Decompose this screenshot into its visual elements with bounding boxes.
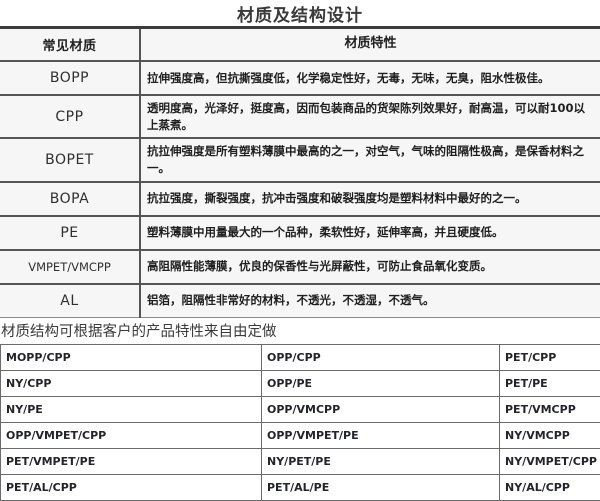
table-row: BOPA 抗拉强度，撕裂强度，抗冲击强度和破裂强度均是塑料材料中最好的之一。 <box>0 182 600 216</box>
grid-row: NY/PE OPP/VMCPP PET/VMCPP <box>1 396 600 422</box>
structure-combination-grid: MOPP/CPP OPP/CPP PET/CPP NY/CPP OPP/PE P… <box>0 344 600 501</box>
material-name: CPP <box>0 95 140 138</box>
column-header-property: 材质特性 <box>140 28 600 62</box>
structure-cell: PET/AL/PE <box>262 474 500 500</box>
structure-cell: PET/VMCPP <box>500 396 600 422</box>
structure-cell: NY/AL/CPP <box>500 474 600 500</box>
material-property: 抗拉伸强度是所有塑料薄膜中最高的之一，对空气，气味的阻隔性极高，是保香材料之一。 <box>140 138 600 181</box>
grid-row: NY/CPP OPP/PE PET/PE <box>1 370 600 396</box>
structure-cell: PET/PE <box>500 370 600 396</box>
material-property: 高阻隔性能薄膜，优良的保香性与光屏蔽性，可防止食品氧化变质。 <box>140 250 600 284</box>
table-header-row: 常见材质 材质特性 <box>0 28 600 62</box>
table-row: PE 塑料薄膜中用量最大的一个品种，柔软性好，延伸率高，并且硬度低。 <box>0 216 600 250</box>
material-property: 抗拉强度，撕裂强度，抗冲击强度和破裂强度均是塑料材料中最好的之一。 <box>140 182 600 216</box>
structure-cell: NY/CPP <box>1 370 262 396</box>
table-row: CPP 透明度高，光泽好，挺度高，因而包装商品的货架陈列效果好，耐高温，可以耐1… <box>0 95 600 138</box>
structure-cell: OPP/VMCPP <box>262 396 500 422</box>
structure-cell: OPP/VMPET/PE <box>262 422 500 448</box>
grid-row: PET/VMPET/PE NY/PET/PE NY/VMPET/CPP <box>1 448 600 474</box>
structure-cell: NY/VMCPP <box>500 422 600 448</box>
table-row: BOPP 拉伸强度高，但抗撕强度低，化学稳定性好，无毒，无味，无臭，阻水性极佳。 <box>0 61 600 95</box>
material-property: 铝箔，阻隔性非常好的材料，不透光，不透湿，不透气。 <box>140 284 600 318</box>
page-title-bar: 材质及结构设计 <box>0 0 600 26</box>
structure-subtitle: 材质结构可根据客户的产品特性来自由定做 <box>0 318 600 344</box>
material-property: 塑料薄膜中用量最大的一个品种，柔软性好，延伸率高，并且硬度低。 <box>140 216 600 250</box>
material-name: BOPET <box>0 138 140 181</box>
structure-cell: OPP/VMPET/CPP <box>1 422 262 448</box>
structure-cell: PET/CPP <box>500 344 600 370</box>
material-properties-table: 常见材质 材质特性 BOPP 拉伸强度高，但抗撕强度低，化学稳定性好，无毒，无味… <box>0 26 600 318</box>
table-row: BOPET 抗拉伸强度是所有塑料薄膜中最高的之一，对空气，气味的阻隔性极高，是保… <box>0 138 600 181</box>
structure-cell: MOPP/CPP <box>1 344 262 370</box>
structure-cell: NY/VMPET/CPP <box>500 448 600 474</box>
structure-cell: OPP/PE <box>262 370 500 396</box>
material-structure-design-page: 材质及结构设计 常见材质 材质特性 BOPP 拉伸强度高，但抗撕强度低，化学稳定… <box>0 0 600 450</box>
structure-cell: NY/PET/PE <box>262 448 500 474</box>
material-name: BOPP <box>0 61 140 95</box>
column-header-material: 常见材质 <box>0 28 140 62</box>
structure-cell: PET/VMPET/PE <box>1 448 262 474</box>
table-row: VMPET/VMCPP 高阻隔性能薄膜，优良的保香性与光屏蔽性，可防止食品氧化变… <box>0 250 600 284</box>
grid-row: MOPP/CPP OPP/CPP PET/CPP <box>1 344 600 370</box>
material-name: VMPET/VMCPP <box>0 250 140 284</box>
grid-row: PET/AL/CPP PET/AL/PE NY/AL/CPP <box>1 474 600 500</box>
material-name: PE <box>0 216 140 250</box>
material-name: AL <box>0 284 140 318</box>
material-name: BOPA <box>0 182 140 216</box>
material-property: 透明度高，光泽好，挺度高，因而包装商品的货架陈列效果好，耐高温，可以耐100以上… <box>140 95 600 138</box>
structure-cell: OPP/CPP <box>262 344 500 370</box>
table-row: AL 铝箔，阻隔性非常好的材料，不透光，不透湿，不透气。 <box>0 284 600 318</box>
material-property: 拉伸强度高，但抗撕强度低，化学稳定性好，无毒，无味，无臭，阻水性极佳。 <box>140 61 600 95</box>
material-properties-body: 常见材质 材质特性 BOPP 拉伸强度高，但抗撕强度低，化学稳定性好，无毒，无味… <box>0 28 600 318</box>
grid-row: OPP/VMPET/CPP OPP/VMPET/PE NY/VMCPP <box>1 422 600 448</box>
structure-cell: PET/AL/CPP <box>1 474 262 500</box>
structure-grid-body: MOPP/CPP OPP/CPP PET/CPP NY/CPP OPP/PE P… <box>1 344 600 500</box>
page-title: 材质及结构设计 <box>237 1 363 26</box>
structure-cell: NY/PE <box>1 396 262 422</box>
